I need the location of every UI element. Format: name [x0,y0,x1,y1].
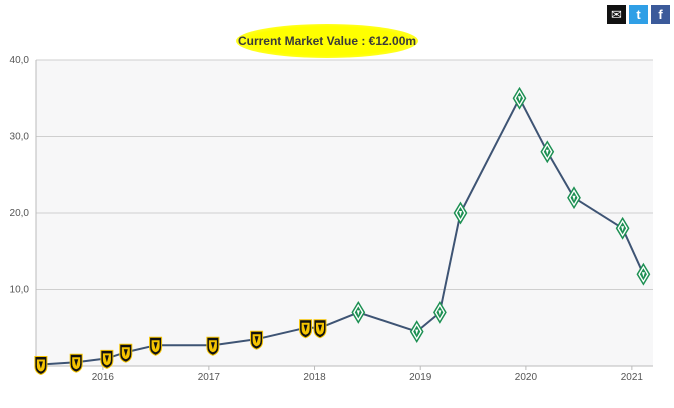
crest-mark [572,195,576,201]
y-tick-label: 10,0 [10,285,30,296]
crest-mark [74,359,79,367]
crest-mark [518,96,521,102]
data-point-marker[interactable] [567,186,581,210]
data-point-marker[interactable] [100,349,114,369]
data-point-marker[interactable] [453,201,468,225]
data-point-marker[interactable] [540,140,555,164]
share-icons: ✉ t f [607,5,670,24]
crest-mark [123,349,128,357]
y-tick-label: 40,0 [10,55,30,66]
facebook-icon[interactable]: f [651,5,670,24]
x-tick-label: 2019 [409,372,432,383]
data-point-marker[interactable] [119,343,133,363]
grid-lines [36,59,653,290]
crest-mark [318,324,322,332]
twitter-icon[interactable]: t [629,5,648,24]
x-tick-label: 2017 [198,372,221,383]
data-point-marker[interactable] [149,336,163,356]
data-point-marker[interactable] [313,319,327,339]
data-point-marker[interactable] [636,262,651,286]
y-tick-label: 20,0 [10,208,30,219]
y-tick-label: 30,0 [10,132,30,143]
crest-mark [415,329,419,335]
data-point-marker[interactable] [615,216,630,240]
data-markers [34,86,651,376]
data-point-marker[interactable] [250,330,264,350]
crest-mark [621,226,625,232]
data-point-marker[interactable] [512,86,527,110]
axes: 10,0 20,0 30,0 40,0 2016 2017 2018 2019 2020 2021 [10,55,653,383]
crest-mark [459,211,462,216]
title-highlight: Current Market Value : €12.00m [236,24,418,58]
data-point-marker[interactable] [433,300,447,324]
email-icon[interactable]: ✉ [607,5,626,24]
crest-mark [356,310,360,316]
crest-mark [38,361,43,369]
data-point-marker[interactable] [299,319,313,339]
crest-mark [104,355,109,363]
data-point-marker[interactable] [34,356,48,376]
crest-mark [438,310,442,316]
crest-mark [303,324,308,332]
crest-mark [254,336,259,344]
crest-mark [641,272,645,278]
data-point-marker[interactable] [409,320,424,344]
data-point-marker[interactable] [351,300,366,324]
data-point-marker[interactable] [206,336,220,356]
crest-mark [210,342,215,350]
x-tick-label: 2016 [92,372,115,383]
crest-mark [545,149,549,155]
x-tick-label: 2021 [621,372,644,383]
chart-title: Current Market Value : €12.00m [237,34,417,48]
crest-mark [153,342,158,350]
x-tick-label: 2018 [303,372,326,383]
x-tick-label: 2020 [515,372,538,383]
data-point-marker[interactable] [69,353,83,373]
